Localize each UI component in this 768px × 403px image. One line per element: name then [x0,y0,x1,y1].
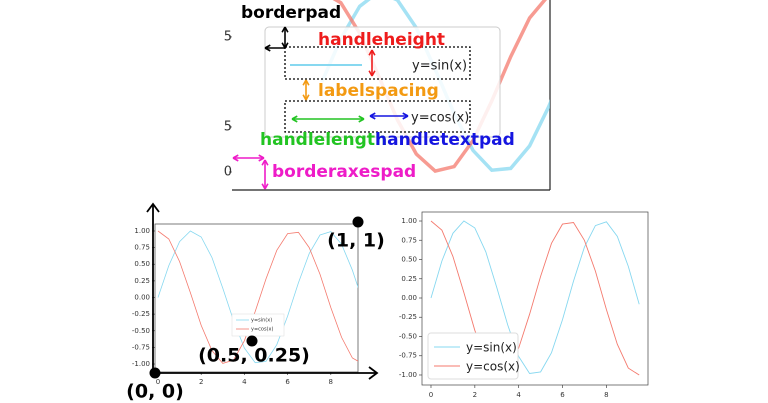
y-tick-label: -0.75 [132,343,150,351]
y-tick-label: -0.25 [399,313,417,321]
series-line [430,220,640,376]
legend-label: y=sin(x) [466,341,517,355]
y-tick-label: 5 [224,29,232,44]
legend-label: y=cos(x) [466,360,520,374]
series-line [320,0,550,173]
arrow-head [368,366,379,380]
x-tick-label: 8 [329,378,333,386]
entry-box [284,100,471,133]
point-label: (0, 0) [126,381,184,403]
y-tick-label: 0 [224,164,232,179]
arrow-head [261,183,269,190]
x-tick-label: 0 [156,378,160,386]
x-tick-label: 6 [285,378,290,386]
legend-box [264,26,501,138]
y-tick-label: 0.75 [401,236,417,244]
arrow-head [402,112,409,120]
series-line [157,230,358,364]
series-line [430,220,640,374]
y-tick-label: 0.00 [134,294,150,302]
y-tick-label: -0.50 [399,332,417,340]
y-tick-label: -1.00 [399,371,417,379]
arrow-head [291,115,298,123]
point-label: (0.5, 0.25) [198,345,310,367]
plot-area [157,230,358,364]
arrow-head [264,44,271,52]
legend-box [427,332,519,380]
x-tick-label: 4 [242,378,247,386]
axes-frame [154,223,359,373]
arrow-head [302,94,310,101]
arrow-head [146,202,160,213]
point-marker [149,367,161,379]
y-tick-label: 1.00 [401,217,417,225]
arrow-head [261,159,269,166]
annotation: handleheight [318,30,445,50]
y-tick-label: 0.50 [134,260,150,268]
y-tick-label: 0.25 [134,277,150,285]
series-line [157,230,358,364]
x-tick-label: 2 [199,378,203,386]
arrow-head [368,70,376,77]
annotation: borderpad [241,3,341,23]
legend-label: y=cos(x) [411,111,469,126]
point-label: (1, 1) [327,230,385,252]
annotation: handletextpad [375,130,515,150]
y-tick-label: 0.50 [401,256,417,264]
annotation: handlelength [260,130,387,150]
y-tick-label: 0.25 [401,275,417,283]
x-tick-label: 6 [560,391,565,399]
annotation: borderaxespad [272,162,416,182]
legend-label: y=cos(x) [251,327,273,333]
y-tick-label: 5 [224,119,232,134]
y-tick-label: -0.50 [132,327,150,335]
x-tick-label: 2 [473,391,477,399]
x-tick-label: 4 [516,391,521,399]
y-tick-label: 0.75 [134,244,150,252]
arrow-head [358,115,365,123]
y-tick-label: -1.00 [132,360,150,368]
annotation: labelspacing [318,81,439,101]
arrow-head [369,112,376,120]
plot-area [430,220,640,376]
y-tick-label: 0.00 [401,294,417,302]
entry-box [284,46,471,80]
legend-box [231,313,285,337]
y-tick-label: -0.75 [399,352,417,360]
arrow-head [232,154,239,162]
y-tick-label: 1.00 [134,227,150,235]
y-tick-label: -0.25 [132,310,150,318]
point-marker [246,335,258,347]
arrow-head [302,79,310,86]
arrow-head [281,42,289,49]
arrow-head [281,26,289,33]
point-marker [352,216,364,228]
legend-label: y=sin(x) [251,318,272,324]
arrow-head [368,49,376,56]
x-tick-label: 8 [604,391,608,399]
legend-label: y=sin(x) [412,59,467,74]
arrow-head [258,154,265,162]
axes-frame [421,211,649,386]
x-tick-label: 0 [429,391,433,399]
